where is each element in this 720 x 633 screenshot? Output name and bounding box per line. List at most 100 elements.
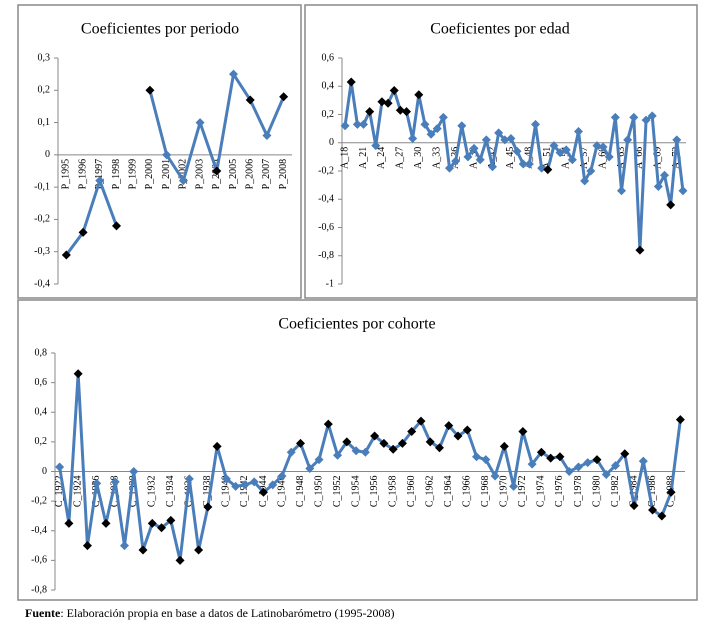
data-marker (653, 182, 663, 192)
y-tick-label: 0,2 (322, 109, 335, 120)
data-marker (258, 487, 268, 497)
x-tick-label: P_1999 (128, 159, 139, 190)
data-marker (212, 441, 222, 451)
data-marker (611, 461, 621, 471)
data-marker (524, 159, 534, 169)
data-marker (583, 458, 593, 468)
data-marker (666, 487, 676, 497)
data-marker (92, 478, 102, 488)
data-marker (610, 112, 620, 122)
data-marker (512, 146, 522, 156)
x-tick-label: A_24 (376, 147, 387, 169)
source-label: Fuente (25, 606, 61, 620)
data-marker (402, 107, 411, 117)
data-marker (112, 221, 121, 231)
x-tick-label: A_45 (505, 147, 516, 169)
x-tick-label: P_2008 (278, 159, 289, 190)
x-tick-label: A_69 (653, 147, 664, 169)
x-tick-label: P_1998 (111, 159, 122, 190)
x-tick-label: A_30 (413, 147, 424, 169)
x-tick-label: C_1942 (239, 476, 250, 508)
y-tick-label: -1 (326, 278, 334, 289)
data-marker (527, 459, 537, 469)
y-tick-label: -0,6 (31, 555, 47, 566)
data-marker (425, 437, 435, 447)
x-tick-label: A_42 (487, 147, 498, 169)
y-tick-label: -0,2 (31, 495, 47, 506)
y-tick-label: 0,3 (38, 52, 51, 63)
data-marker (323, 419, 333, 429)
data-marker (212, 166, 222, 176)
data-marker (110, 477, 120, 487)
x-tick-label: C_1980 (591, 476, 602, 508)
data-marker (184, 474, 194, 484)
x-tick-label: P_2001 (161, 159, 172, 190)
y-tick-label: 0,6 (322, 52, 335, 63)
data-marker (481, 135, 491, 145)
data-marker (129, 467, 139, 476)
data-marker (573, 462, 583, 472)
x-tick-label: C_1948 (295, 476, 306, 508)
data-marker (360, 447, 370, 457)
x-tick-label: P_2006 (245, 159, 256, 190)
data-marker (463, 152, 473, 162)
data-marker (383, 98, 393, 108)
data-marker (407, 427, 417, 437)
data-marker (195, 118, 205, 128)
data-marker (377, 97, 387, 107)
data-marker (351, 446, 361, 456)
x-tick-label: P_2000 (144, 159, 155, 190)
data-marker (434, 443, 444, 453)
data-marker (305, 464, 315, 474)
panel-frame (304, 4, 698, 299)
x-tick-label: C_1960 (406, 476, 417, 508)
series-line (58, 372, 682, 562)
y-tick-label: 0,1 (38, 117, 51, 128)
data-marker (420, 119, 430, 129)
data-marker (500, 135, 510, 145)
data-marker (537, 163, 547, 173)
y-tick-label: 0,4 (35, 407, 48, 418)
data-marker (379, 438, 389, 448)
data-marker (567, 155, 577, 165)
data-marker (101, 518, 111, 528)
data-marker (95, 176, 105, 186)
x-tick-label: A_63 (616, 147, 627, 169)
x-tick-label: C_1976 (554, 476, 565, 508)
data-marker (678, 186, 688, 196)
data-marker (536, 447, 546, 457)
data-marker (620, 449, 630, 459)
x-tick-label: C_1970 (499, 476, 510, 508)
data-marker (518, 427, 528, 437)
data-marker (145, 85, 155, 95)
x-tick-label: C_1962 (425, 476, 436, 508)
x-tick-label: A_39 (468, 147, 479, 169)
data-marker (157, 523, 167, 533)
data-marker (604, 152, 614, 162)
data-marker (638, 456, 648, 466)
data-marker (408, 134, 418, 144)
data-marker (531, 119, 540, 129)
data-marker (475, 155, 485, 165)
data-marker (73, 369, 83, 379)
x-tick-label: P_1997 (94, 159, 105, 190)
x-tick-label: C_1922 (54, 476, 65, 508)
data-marker (162, 150, 172, 160)
x-tick-label: A_27 (395, 147, 406, 169)
x-tick-label: C_1930 (128, 476, 139, 508)
data-marker (340, 121, 350, 131)
data-marker (629, 501, 639, 511)
chart-title: Coeficientes por cohorte (278, 316, 435, 333)
data-marker (119, 541, 129, 551)
data-marker (672, 135, 682, 145)
data-marker (490, 471, 500, 481)
data-marker (397, 438, 407, 448)
x-tick-label: C_1966 (462, 476, 473, 508)
data-marker (416, 416, 426, 426)
x-tick-label: A_51 (542, 147, 553, 169)
x-tick-label: C_1986 (647, 476, 658, 508)
x-tick-label: C_1964 (443, 476, 454, 508)
data-marker (574, 126, 583, 136)
data-marker (666, 200, 676, 210)
